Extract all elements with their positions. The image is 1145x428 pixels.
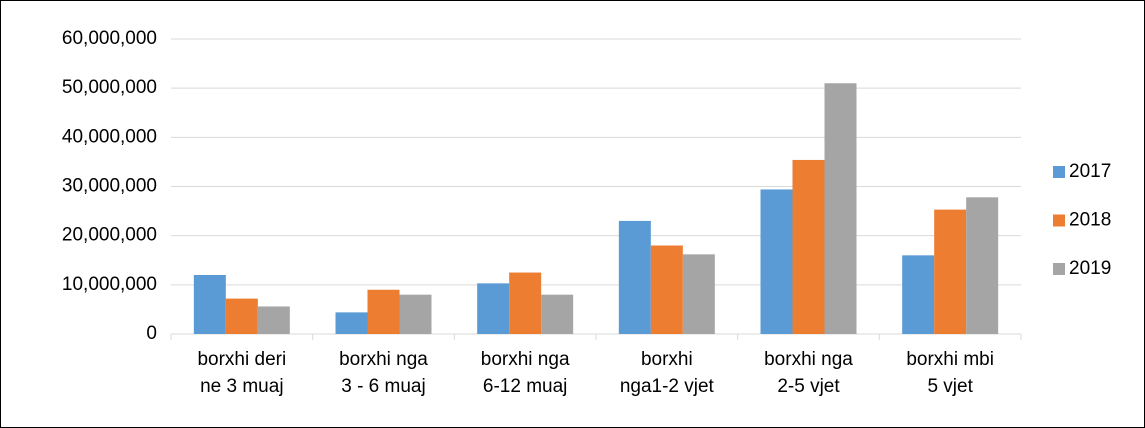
bar bbox=[966, 197, 999, 334]
bar bbox=[618, 220, 651, 334]
bar bbox=[225, 298, 258, 334]
legend-swatch bbox=[1053, 214, 1065, 227]
legend-label: 2018 bbox=[1069, 210, 1111, 231]
x-tick-label: borxhi nga 3 - 6 muaj bbox=[339, 349, 428, 397]
x-tick-label: borxhi deri ne 3 muaj bbox=[197, 349, 287, 397]
bar bbox=[650, 245, 683, 334]
legend-label: 2019 bbox=[1069, 258, 1111, 279]
x-tick-label: borxhi nga1-2 vjet bbox=[619, 349, 714, 397]
bar bbox=[399, 294, 432, 334]
bar bbox=[193, 275, 226, 334]
x-tick-label: borxhi mbi 5 vjet bbox=[906, 349, 994, 397]
legend-swatch bbox=[1053, 263, 1065, 275]
bar bbox=[335, 312, 368, 334]
bar bbox=[824, 83, 857, 334]
bar bbox=[541, 294, 574, 334]
bar bbox=[509, 272, 542, 334]
bar bbox=[902, 255, 935, 334]
legend-label: 2017 bbox=[1069, 161, 1111, 182]
bar bbox=[792, 159, 825, 334]
x-tick-label: borxhi nga 6-12 muaj bbox=[480, 349, 570, 397]
y-tick-label: 20,000,000 bbox=[62, 225, 157, 246]
y-tick-label: 40,000,000 bbox=[62, 126, 157, 147]
y-tick-label: 30,000,000 bbox=[62, 176, 157, 197]
bar bbox=[257, 306, 290, 334]
y-tick-label: 0 bbox=[146, 323, 157, 344]
bar bbox=[477, 283, 510, 334]
y-tick-label: 60,000,000 bbox=[62, 28, 157, 49]
x-tick-label: borxhi nga 2-5 vjet bbox=[764, 349, 853, 397]
bar bbox=[760, 189, 793, 334]
y-tick-label: 10,000,000 bbox=[62, 274, 157, 295]
bar bbox=[367, 289, 400, 334]
bar bbox=[934, 209, 967, 334]
bar bbox=[682, 254, 715, 334]
legend-swatch bbox=[1053, 166, 1065, 178]
y-tick-label: 50,000,000 bbox=[62, 77, 157, 98]
